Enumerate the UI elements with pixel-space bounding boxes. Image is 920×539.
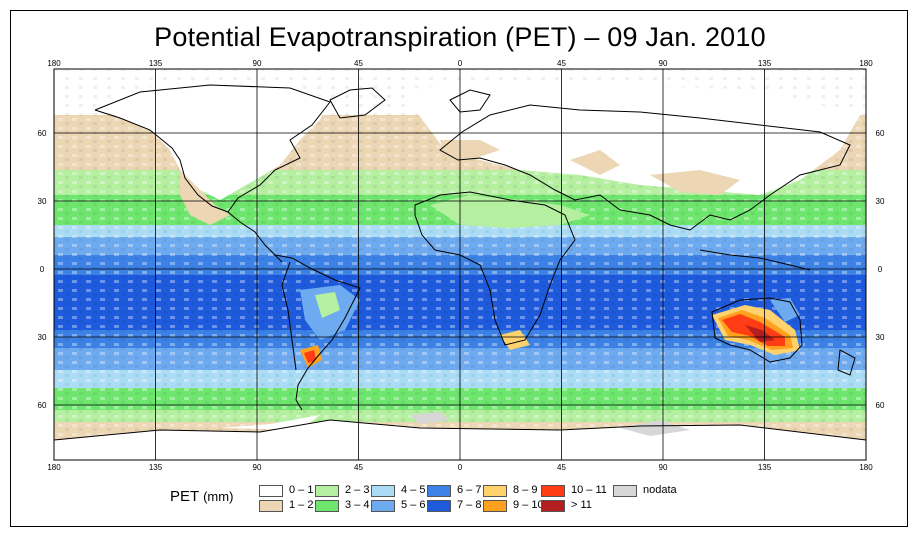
lon-label: 0 (458, 59, 463, 68)
lat-label: 30 (876, 197, 885, 206)
lon-label: 90 (253, 463, 262, 472)
legend-label: 0 – 1 (289, 484, 314, 496)
lon-label: 135 (758, 463, 772, 472)
legend-unit: (mm) (203, 489, 234, 504)
lat-label: 0 (40, 265, 45, 274)
lon-label: 180 (47, 463, 61, 472)
legend-label: 6 – 7 (457, 484, 482, 496)
legend-label: 5 – 6 (401, 499, 426, 511)
lon-label: 45 (557, 59, 566, 68)
legend-swatch (613, 485, 637, 497)
lon-label: 135 (149, 59, 163, 68)
legend-label: 3 – 4 (345, 499, 370, 511)
legend-variable: PET (170, 488, 199, 505)
legend-label: 7 – 8 (457, 499, 482, 511)
lon-label: 135 (149, 463, 163, 472)
legend-swatch (259, 485, 283, 497)
lon-label: 180 (47, 59, 61, 68)
legend-swatch (483, 485, 507, 497)
lon-label: 90 (659, 59, 668, 68)
legend-swatch (541, 500, 565, 512)
lon-label: 0 (458, 463, 463, 472)
lat-label: 30 (876, 333, 885, 342)
figure-frame (10, 10, 908, 527)
legend-label: nodata (643, 484, 677, 496)
map-title: Potential Evapotranspiration (PET) – 09 … (154, 22, 766, 52)
lat-label: 60 (38, 401, 47, 410)
legend-label: 4 – 5 (401, 484, 426, 496)
lat-labels-left: 60 30 0 30 60 (38, 129, 47, 410)
legend-swatch (315, 500, 339, 512)
legend-swatch (315, 485, 339, 497)
legend-label: 8 – 9 (513, 484, 538, 496)
lon-label: 90 (253, 59, 262, 68)
legend-label: 9 – 10 (513, 499, 544, 511)
lon-label: 180 (859, 463, 873, 472)
lat-label: 60 (876, 129, 885, 138)
map-border (53, 68, 867, 461)
lat-label: 30 (38, 333, 47, 342)
legend-swatch (427, 500, 451, 512)
graticule (54, 69, 866, 460)
lat-label: 60 (876, 401, 885, 410)
legend-label: 10 – 11 (571, 484, 607, 496)
lat-labels-right: 60 30 0 30 60 (876, 129, 885, 410)
lon-label: 135 (758, 59, 772, 68)
lat-label: 0 (878, 265, 883, 274)
legend-swatch (259, 500, 283, 512)
legend-title: PET (mm) (170, 488, 233, 505)
lon-labels-top: 180 135 90 45 0 45 90 135 180 (47, 59, 873, 68)
lon-label: 45 (354, 463, 363, 472)
lon-label: 45 (557, 463, 566, 472)
lon-label: 45 (354, 59, 363, 68)
legend-swatch (541, 485, 565, 497)
legend-swatch (371, 485, 395, 497)
legend-label: 2 – 3 (345, 484, 370, 496)
lon-label: 180 (859, 59, 873, 68)
legend-swatch (371, 500, 395, 512)
legend-swatch (427, 485, 451, 497)
lon-label: 90 (659, 463, 668, 472)
lat-label: 30 (38, 197, 47, 206)
lon-labels-bottom: 180 135 90 45 0 45 90 135 180 (47, 463, 873, 472)
legend-label: > 11 (571, 499, 592, 511)
lat-label: 60 (38, 129, 47, 138)
legend-label: 1 – 2 (289, 499, 314, 511)
legend-swatch (483, 500, 507, 512)
